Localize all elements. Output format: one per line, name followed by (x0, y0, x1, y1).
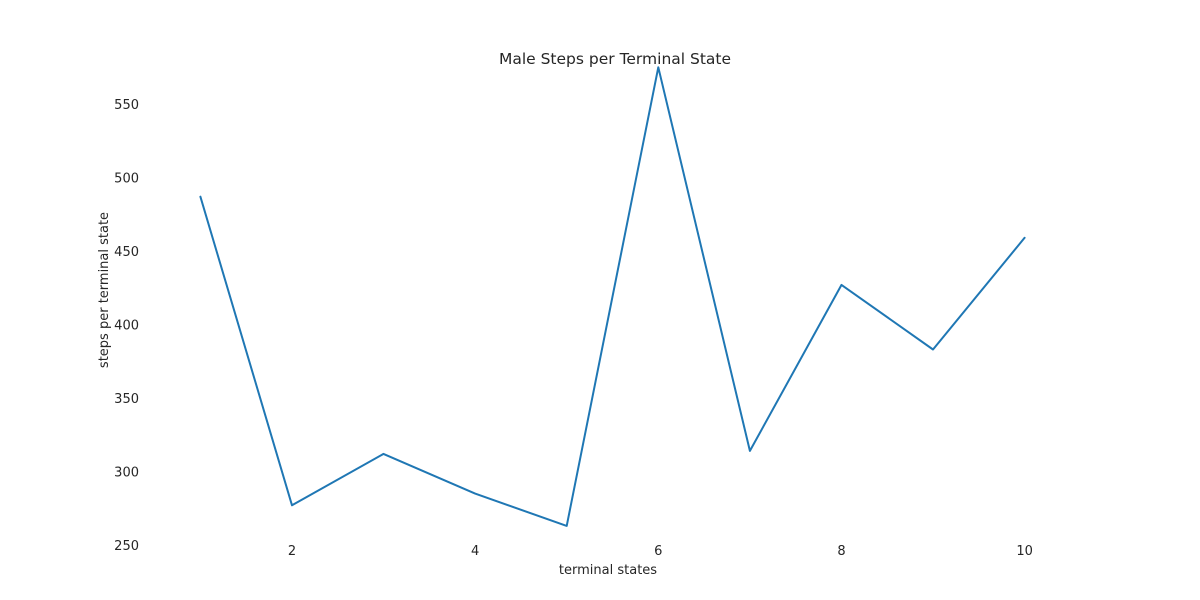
plot-series (199, 66, 1026, 527)
x-tick-label: 10 (1016, 544, 1033, 559)
y-tick-label: 250 (114, 539, 139, 554)
x-tick-label: 4 (471, 544, 479, 559)
y-tick-label: 500 (114, 172, 139, 187)
y-tick-label: 400 (114, 319, 139, 334)
x-axis-label: terminal states (559, 563, 657, 578)
series-line (199, 66, 1026, 527)
x-tick-label: 8 (837, 544, 845, 559)
y-tick-label: 550 (114, 98, 139, 113)
y-axis-label: steps per terminal state (97, 212, 112, 368)
x-tick-label: 6 (654, 544, 662, 559)
y-axis-ticks: 250 300 350 400 450 500 550 (114, 98, 139, 554)
x-tick-label: 2 (288, 544, 296, 559)
y-tick-label: 450 (114, 245, 139, 260)
chart-title: Male Steps per Terminal State (499, 50, 731, 68)
y-tick-label: 300 (114, 466, 139, 481)
y-tick-label: 350 (114, 392, 139, 407)
x-axis-ticks: 2 4 6 8 10 (288, 544, 1033, 559)
